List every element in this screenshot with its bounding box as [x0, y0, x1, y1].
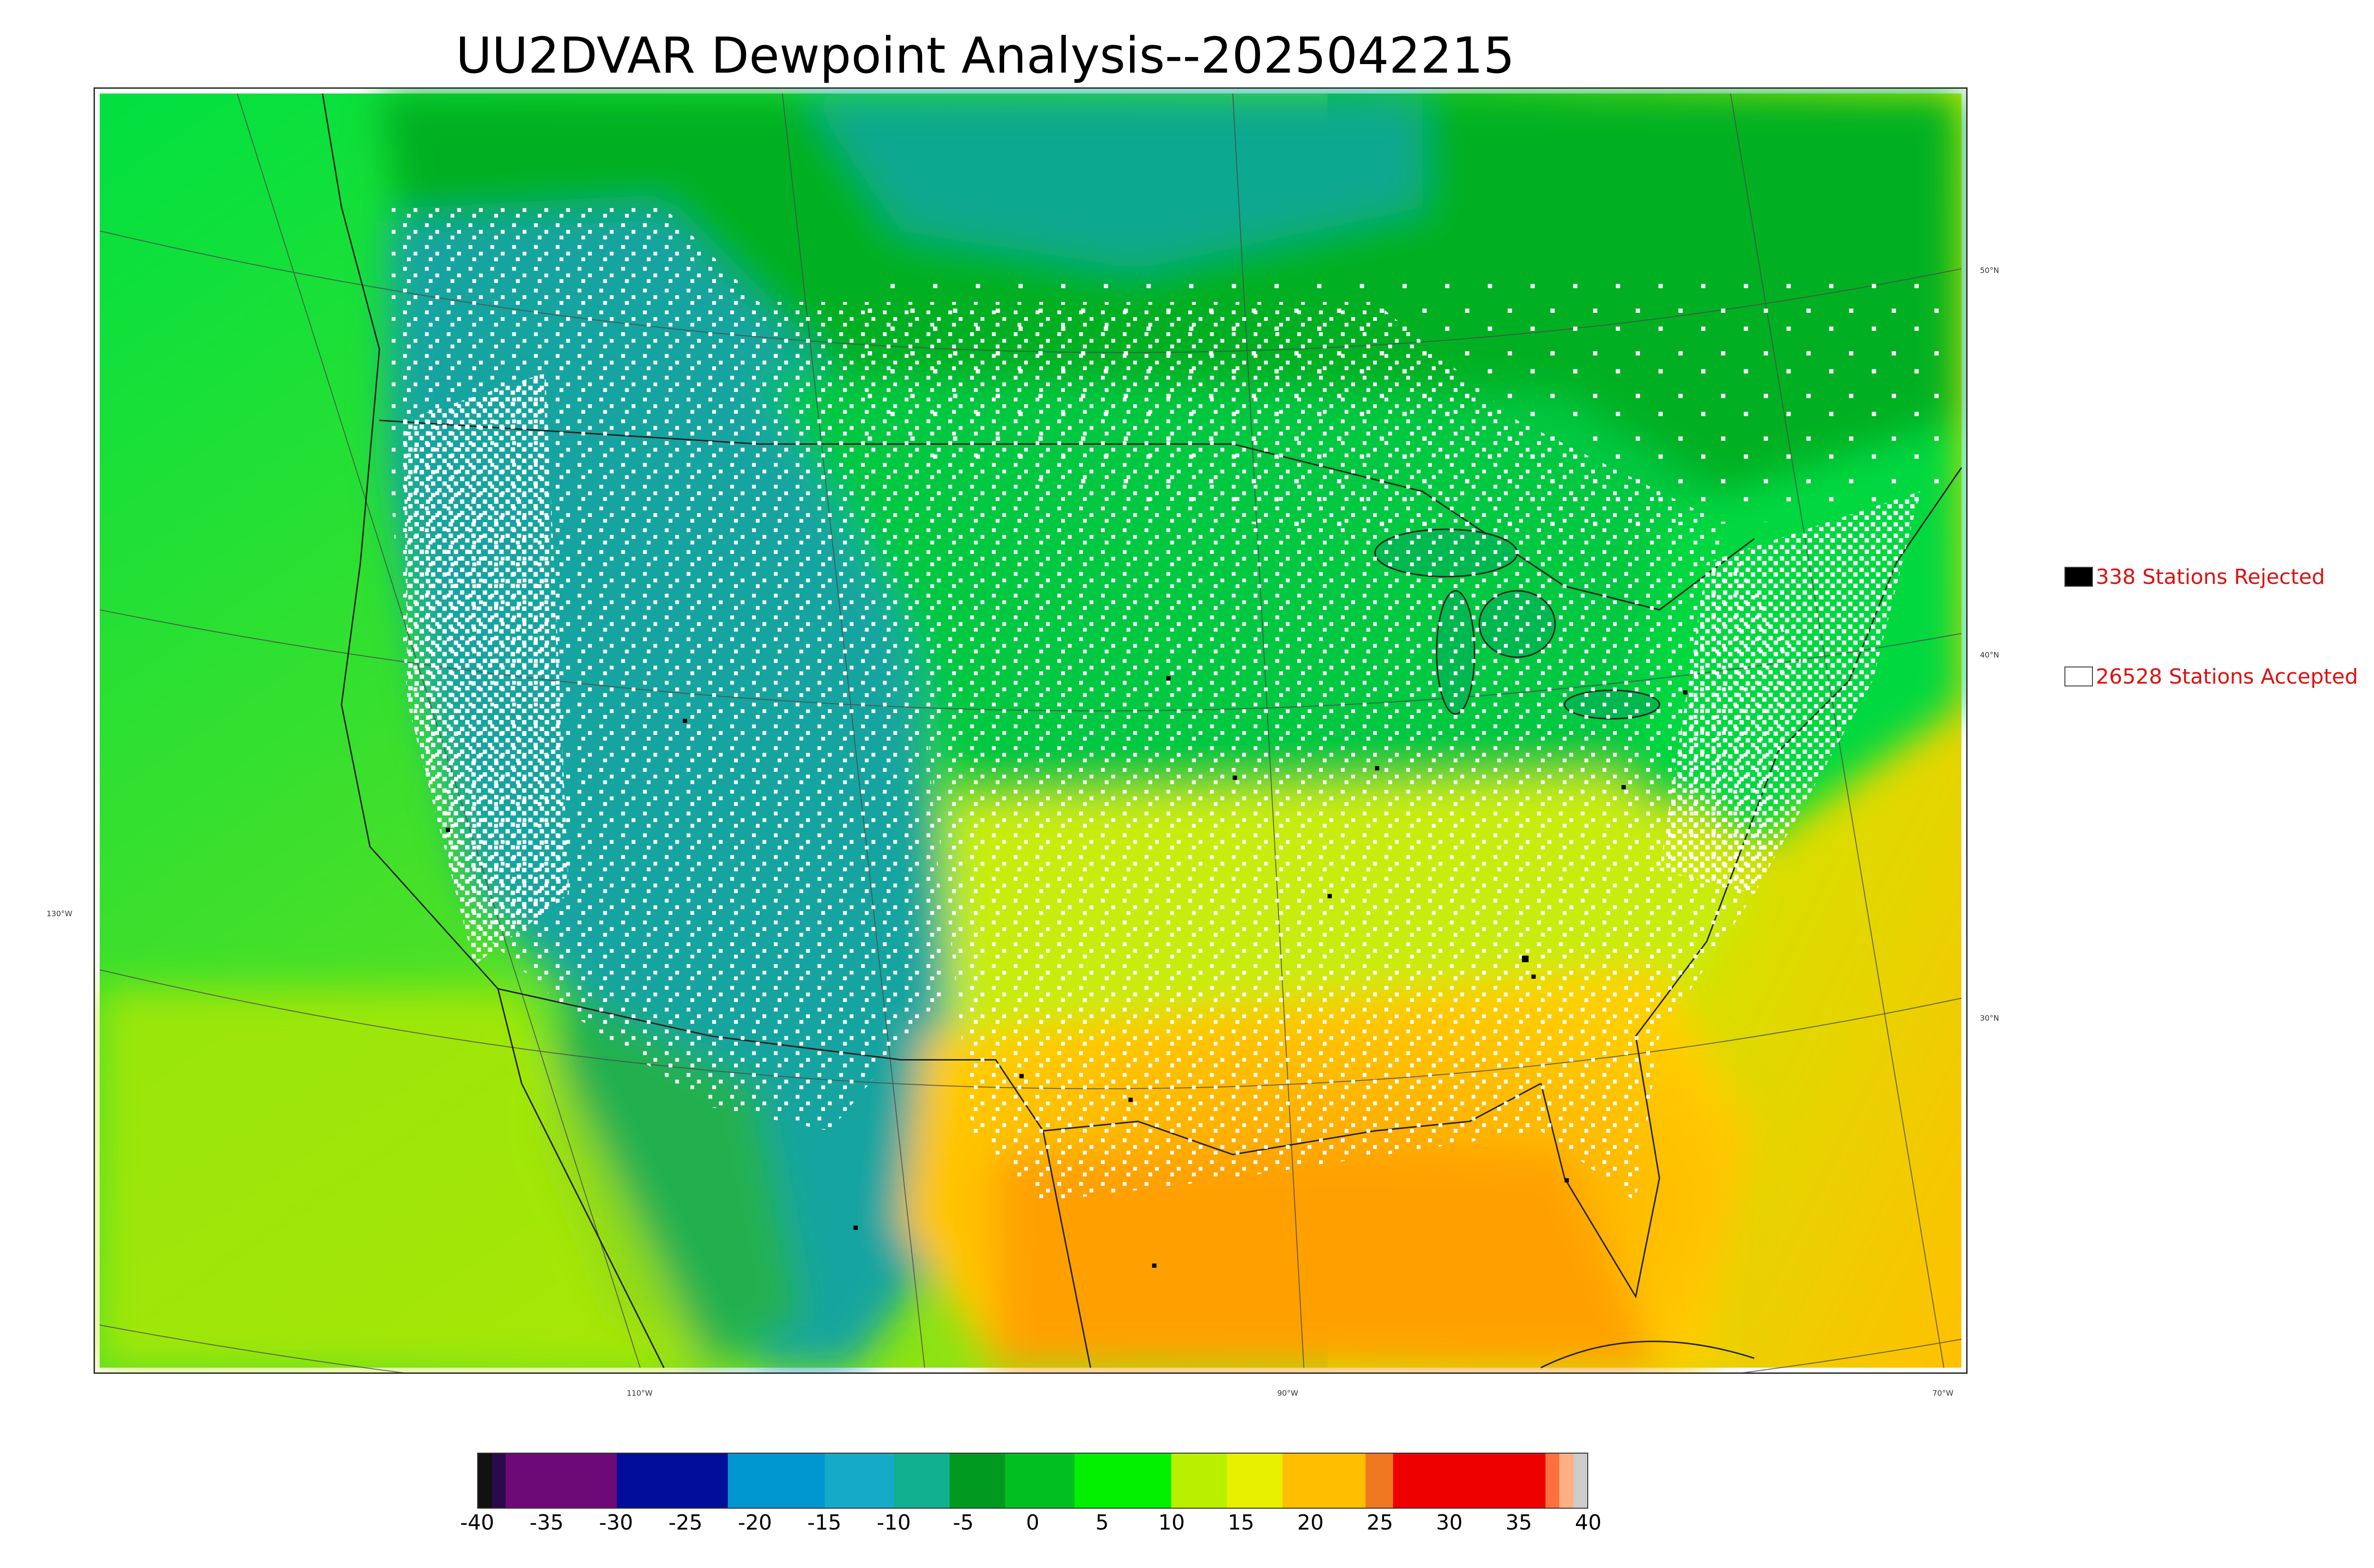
colorbar-segment	[1393, 1454, 1546, 1508]
colorbar-segment	[949, 1454, 1005, 1508]
legend-accepted-label: 26528 Stations Accepted	[2096, 664, 2358, 689]
lon-label-130: 130°W	[47, 909, 73, 918]
colorbar-segment	[1171, 1454, 1227, 1508]
colorbar-tick-label: -40	[460, 1511, 494, 1535]
colorbar-tick-label: -10	[876, 1511, 911, 1535]
colorbar-tick-label: -20	[738, 1511, 772, 1535]
lon-label-110: 110°W	[627, 1389, 653, 1398]
dewpoint-map	[99, 93, 1962, 1372]
colorbar-segment	[1545, 1454, 1560, 1508]
colorbar-segment	[1365, 1454, 1394, 1508]
legend-accepted: 26528 Stations Accepted	[2064, 664, 2358, 689]
page-title: UU2DVAR Dewpoint Analysis--2025042215	[455, 27, 1515, 85]
legend-rejected-swatch	[2064, 567, 2093, 587]
colorbar-segment	[824, 1454, 894, 1508]
lon-label-70: 70°W	[1932, 1389, 1954, 1398]
colorbar-tick-label: 25	[1366, 1511, 1394, 1535]
colorbar-tick-label: 30	[1436, 1511, 1463, 1535]
colorbar-segment	[1573, 1454, 1587, 1508]
colorbar-tick-label: 20	[1297, 1511, 1324, 1535]
colorbar-segment	[478, 1454, 492, 1508]
colorbar-segment	[1559, 1454, 1573, 1508]
colorbar-tick-label: 35	[1505, 1511, 1532, 1535]
colorbar-segment	[1005, 1454, 1074, 1508]
lon-label-90: 90°W	[1277, 1389, 1299, 1398]
colorbar-segment	[894, 1454, 950, 1508]
legend-rejected-label: 338 Stations Rejected	[2096, 564, 2325, 589]
colorbar	[477, 1453, 1588, 1509]
lat-label-30: 30°N	[1980, 1014, 1999, 1023]
colorbar-tick-label: -5	[952, 1511, 974, 1535]
colorbar-tick-label: 0	[1026, 1511, 1039, 1535]
colorbar-segment	[492, 1454, 506, 1508]
colorbar-segment	[506, 1454, 617, 1508]
colorbar-segment	[1226, 1454, 1282, 1508]
colorbar-segment	[1074, 1454, 1171, 1508]
colorbar-tick-label: -25	[668, 1511, 703, 1535]
colorbar-segment	[616, 1454, 728, 1508]
lat-label-40: 40°N	[1980, 650, 1999, 659]
colorbar-segment	[1282, 1454, 1366, 1508]
colorbar-tick-label: -35	[529, 1511, 564, 1535]
colorbar-tick-label: -30	[599, 1511, 633, 1535]
colorbar-tick-label: 10	[1158, 1511, 1185, 1535]
colorbar-tick-label: 15	[1227, 1511, 1254, 1535]
legend-rejected: 338 Stations Rejected	[2064, 565, 2325, 589]
lat-label-50: 50°N	[1980, 266, 1999, 275]
station-markers-rejected	[445, 676, 1687, 1268]
map-frame	[94, 87, 1968, 1374]
colorbar-tick-label: 40	[1575, 1511, 1602, 1535]
colorbar-tick-label: -15	[807, 1511, 842, 1535]
colorbar-segment	[727, 1454, 825, 1508]
legend-accepted-swatch	[2064, 667, 2093, 686]
colorbar-tick-label: 5	[1095, 1511, 1109, 1535]
